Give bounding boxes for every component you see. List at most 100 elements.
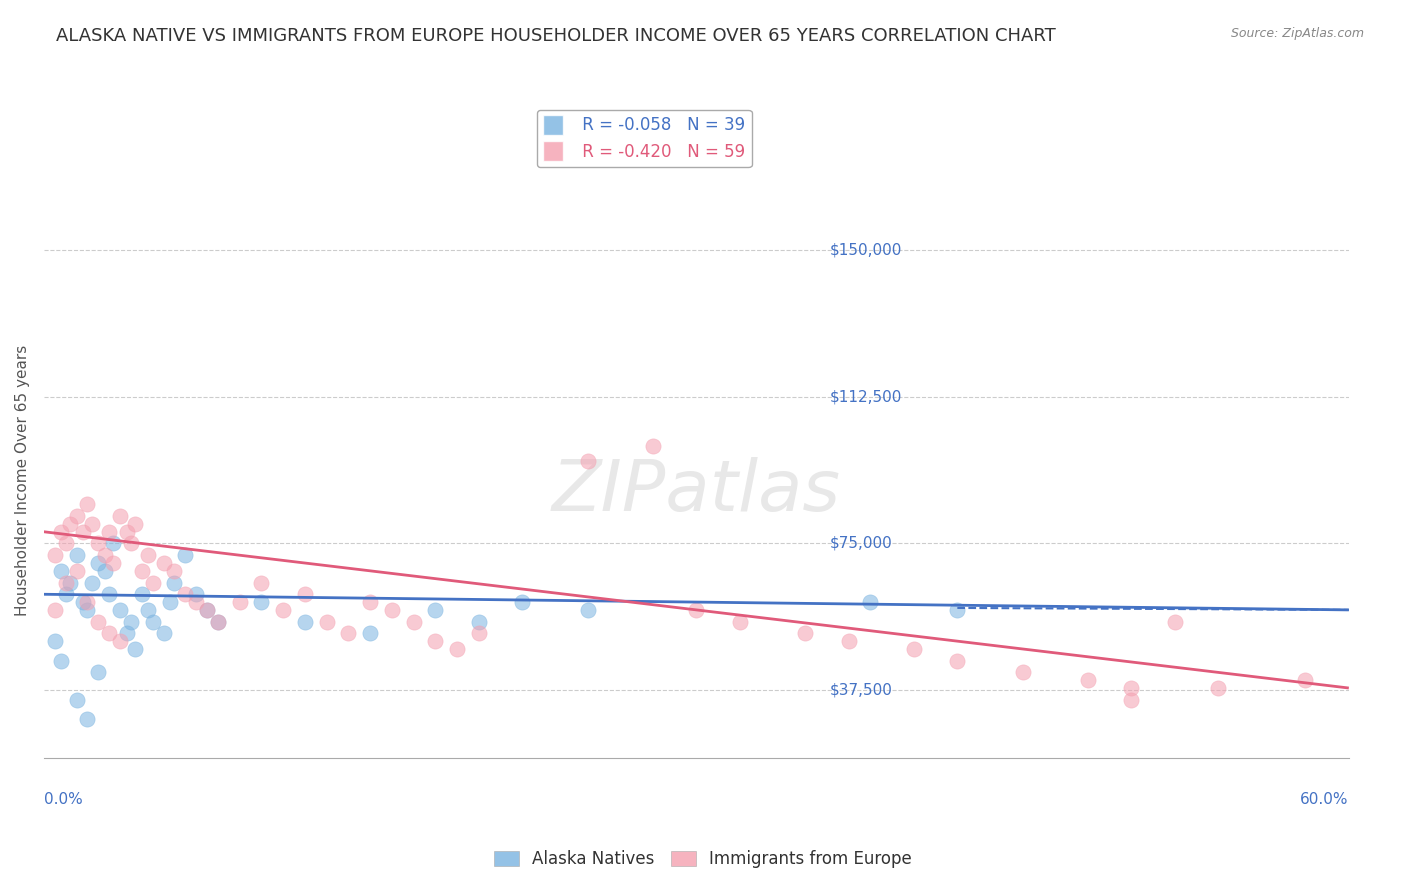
Point xyxy=(59,516,82,531)
Point xyxy=(228,595,250,609)
Point xyxy=(315,615,337,629)
Point xyxy=(159,595,181,609)
Point xyxy=(142,615,165,629)
Point xyxy=(468,615,491,629)
Point xyxy=(76,497,98,511)
Point xyxy=(76,595,98,609)
Point xyxy=(576,603,599,617)
Text: $150,000: $150,000 xyxy=(830,243,901,258)
Point xyxy=(80,516,103,531)
Point xyxy=(87,536,110,550)
Point xyxy=(44,603,66,617)
Point xyxy=(44,634,66,648)
Point xyxy=(250,575,273,590)
Point xyxy=(1164,615,1187,629)
Point xyxy=(946,603,969,617)
Point xyxy=(131,564,153,578)
Point xyxy=(859,595,882,609)
Point xyxy=(163,575,186,590)
Point xyxy=(184,587,207,601)
Point xyxy=(76,603,98,617)
Point xyxy=(51,564,73,578)
Point xyxy=(207,615,229,629)
Legend: Alaska Natives, Immigrants from Europe: Alaska Natives, Immigrants from Europe xyxy=(486,844,920,875)
Point xyxy=(838,634,860,648)
Point xyxy=(87,615,110,629)
Point xyxy=(294,587,316,601)
Point xyxy=(468,626,491,640)
Point xyxy=(1294,673,1316,688)
Text: ALASKA NATIVE VS IMMIGRANTS FROM EUROPE HOUSEHOLDER INCOME OVER 65 YEARS CORRELA: ALASKA NATIVE VS IMMIGRANTS FROM EUROPE … xyxy=(56,27,1056,45)
Point xyxy=(55,536,77,550)
Point xyxy=(72,524,94,539)
Point xyxy=(65,548,87,562)
Y-axis label: Householder Income Over 65 years: Householder Income Over 65 years xyxy=(15,344,30,615)
Point xyxy=(359,595,381,609)
Point xyxy=(44,548,66,562)
Point xyxy=(51,654,73,668)
Point xyxy=(207,615,229,629)
Point xyxy=(76,712,98,726)
Point xyxy=(94,548,117,562)
Text: $37,500: $37,500 xyxy=(830,682,893,698)
Text: ZIPatlas: ZIPatlas xyxy=(551,457,841,525)
Point xyxy=(294,615,316,629)
Point xyxy=(103,556,125,570)
Point xyxy=(115,626,138,640)
Point xyxy=(142,575,165,590)
Point xyxy=(72,595,94,609)
Text: $112,500: $112,500 xyxy=(830,390,901,404)
Point xyxy=(98,524,121,539)
Point xyxy=(174,548,197,562)
Point xyxy=(55,587,77,601)
Point xyxy=(195,603,218,617)
Point xyxy=(80,575,103,590)
Point xyxy=(65,692,87,706)
Point xyxy=(152,556,174,570)
Point xyxy=(152,626,174,640)
Point xyxy=(59,575,82,590)
Point xyxy=(108,509,131,524)
Point xyxy=(51,524,73,539)
Point xyxy=(120,615,142,629)
Point xyxy=(425,603,447,617)
Text: $75,000: $75,000 xyxy=(830,536,893,551)
Point xyxy=(903,642,925,657)
Point xyxy=(794,626,817,640)
Point xyxy=(108,634,131,648)
Point xyxy=(136,548,159,562)
Point xyxy=(1208,681,1230,695)
Point xyxy=(728,615,751,629)
Point xyxy=(131,587,153,601)
Point xyxy=(359,626,381,640)
Point xyxy=(402,615,425,629)
Point xyxy=(98,626,121,640)
Point xyxy=(425,634,447,648)
Point xyxy=(1011,665,1033,680)
Point xyxy=(108,603,131,617)
Text: 0.0%: 0.0% xyxy=(44,792,83,806)
Point xyxy=(576,454,599,468)
Point xyxy=(94,564,117,578)
Point xyxy=(1077,673,1099,688)
Point xyxy=(120,536,142,550)
Point xyxy=(124,516,146,531)
Point xyxy=(65,564,87,578)
Point xyxy=(65,509,87,524)
Point xyxy=(271,603,294,617)
Point xyxy=(124,642,146,657)
Point xyxy=(250,595,273,609)
Point xyxy=(163,564,186,578)
Point xyxy=(1121,692,1143,706)
Point xyxy=(174,587,197,601)
Point xyxy=(512,595,534,609)
Point xyxy=(115,524,138,539)
Text: 60.0%: 60.0% xyxy=(1301,792,1348,806)
Point xyxy=(195,603,218,617)
Point xyxy=(87,665,110,680)
Legend:  R = -0.058   N = 39,  R = -0.420   N = 59: R = -0.058 N = 39, R = -0.420 N = 59 xyxy=(537,110,752,168)
Point xyxy=(446,642,468,657)
Point xyxy=(184,595,207,609)
Point xyxy=(641,439,664,453)
Point xyxy=(946,654,969,668)
